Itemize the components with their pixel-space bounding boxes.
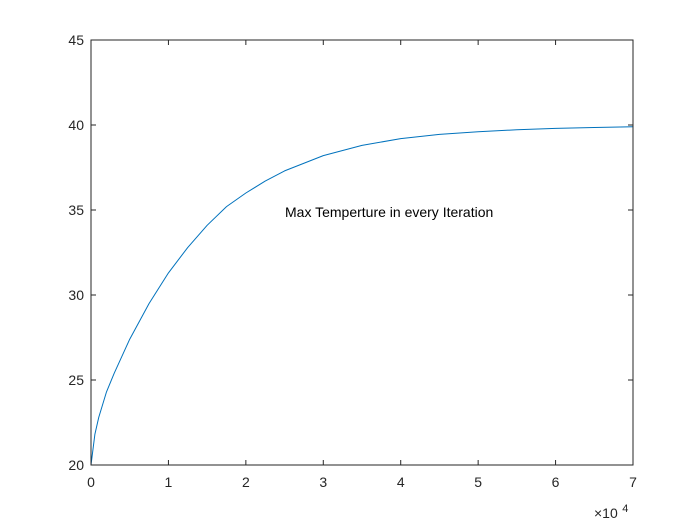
series-line-max-temperature bbox=[90, 126, 634, 466]
x-tick-label: 1 bbox=[165, 474, 173, 490]
x-tick-label: 6 bbox=[552, 474, 560, 490]
x-axis-exponent-base: ×10 bbox=[594, 505, 618, 521]
y-tick-label: 30 bbox=[68, 287, 84, 303]
y-tick-label: 45 bbox=[68, 32, 84, 48]
y-tick-label: 25 bbox=[68, 372, 84, 388]
x-tick-label: 0 bbox=[87, 474, 95, 490]
plot-area bbox=[91, 40, 633, 465]
y-axis-ticks: 20 25 30 35 40 45 bbox=[68, 32, 633, 473]
y-tick-label: 20 bbox=[68, 457, 84, 473]
x-tick-label: 5 bbox=[474, 474, 482, 490]
chart-annotation: Max Temperture in every Iteration bbox=[285, 204, 493, 220]
y-tick-label: 35 bbox=[68, 202, 84, 218]
plot-frame bbox=[90, 39, 634, 466]
x-tick-label: 3 bbox=[319, 474, 327, 490]
x-axis-exponent-power: 4 bbox=[622, 503, 628, 515]
x-axis-exponent-label: ×10 4 bbox=[594, 503, 628, 522]
x-tick-label: 4 bbox=[397, 474, 405, 490]
series-layer bbox=[90, 126, 634, 466]
y-tick-label: 40 bbox=[68, 117, 84, 133]
x-tick-label: 7 bbox=[629, 474, 637, 490]
x-tick-label: 2 bbox=[242, 474, 250, 490]
